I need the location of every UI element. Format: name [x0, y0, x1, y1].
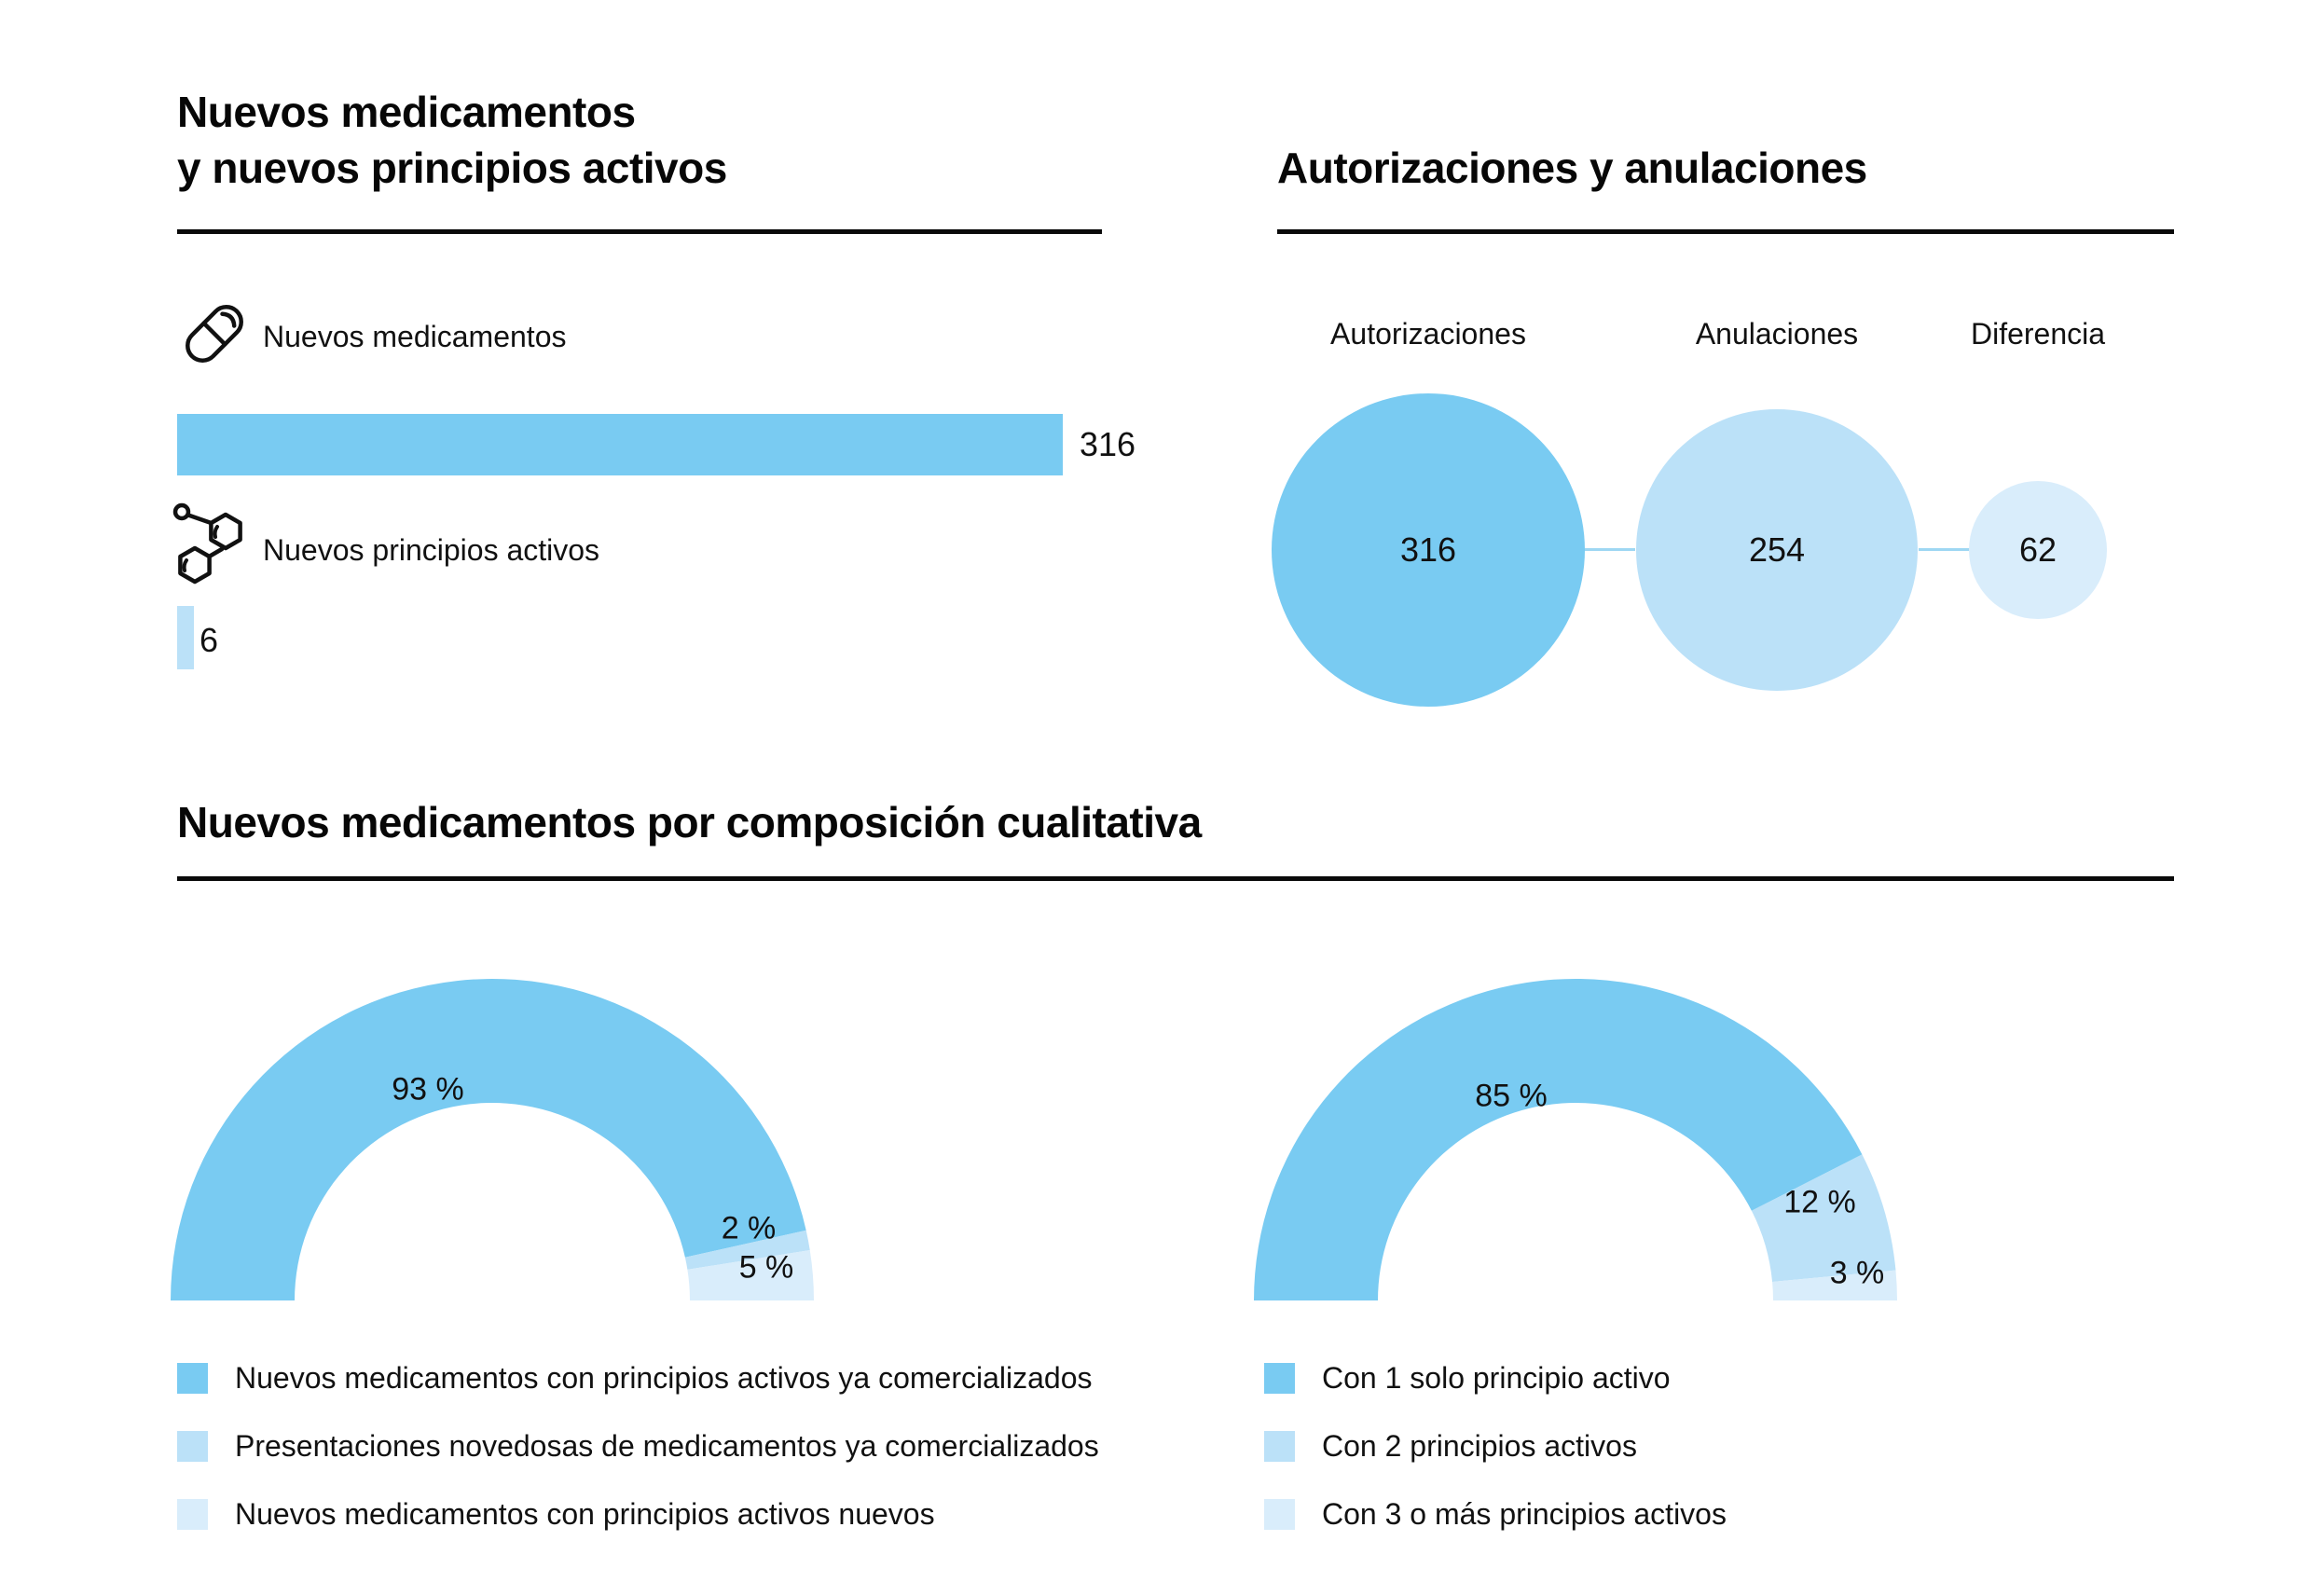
- bubble-anulaciones: 254: [1636, 409, 1918, 691]
- bubble-column-label: Diferencia: [1970, 317, 2106, 351]
- bubble-value: 316: [1399, 530, 1457, 569]
- bar-value: 6: [200, 621, 219, 659]
- bar-row-label: Nuevos medicamentos: [263, 320, 567, 353]
- section-bubbles-title-rule: [1277, 229, 2174, 234]
- legend-item: Con 3 o más principios activos: [1264, 1497, 1727, 1532]
- section-bars-title: Nuevos medicamentos y nuevos principios …: [177, 84, 727, 196]
- legend-swatch: [1264, 1499, 1295, 1530]
- bubble-diferencia: 62: [1968, 480, 2108, 620]
- bubble-column-label: Autorizaciones: [1330, 317, 1526, 351]
- legend-label: Nuevos medicamentos con principios activ…: [235, 1361, 1093, 1395]
- bubble-value: 254: [1748, 530, 1806, 569]
- legend-item: Nuevos medicamentos con principios activ…: [177, 1497, 935, 1532]
- legend-swatch: [177, 1363, 208, 1394]
- legend-label: Con 1 solo principio activo: [1322, 1361, 1671, 1395]
- legend-label: Presentaciones novedosas de medicamentos…: [235, 1429, 1099, 1463]
- bubble-autorizaciones: 316: [1272, 393, 1585, 707]
- section-bubbles-title: Autorizaciones y anulaciones: [1277, 144, 1867, 192]
- legend-item: Con 2 principios activos: [1264, 1429, 1637, 1464]
- legend-item: Presentaciones novedosas de medicamentos…: [177, 1429, 1099, 1464]
- legend-swatch: [177, 1431, 208, 1462]
- section-bars-title-rule: [177, 229, 1102, 234]
- legend-item: Nuevos medicamentos con principios activ…: [177, 1361, 1093, 1396]
- section-bars-title-line2: y nuevos principios activos: [177, 144, 727, 192]
- donut-slice-label: 3 %: [1829, 1255, 1885, 1291]
- bar-nuevos-medicamentos: [177, 414, 1063, 475]
- legend-swatch: [177, 1499, 208, 1530]
- bubble-value: 62: [2018, 530, 2057, 569]
- donut-slice-label: 2 %: [721, 1210, 777, 1246]
- donut-composicion-right: [1254, 978, 1897, 1300]
- bar-nuevos-principios: [177, 606, 194, 669]
- connector-line: [1585, 548, 1635, 551]
- donut-composicion-left: [171, 979, 814, 1300]
- legend-item: Con 1 solo principio activo: [1264, 1361, 1671, 1396]
- legend-label: Con 2 principios activos: [1322, 1429, 1637, 1463]
- molecule-icon: [170, 502, 255, 593]
- legend-swatch: [1264, 1431, 1295, 1462]
- legend-swatch: [1264, 1363, 1295, 1394]
- donut-slice-label: 5 %: [738, 1249, 794, 1286]
- section-bars-title-line1: Nuevos medicamentos: [177, 88, 636, 136]
- legend-label: Nuevos medicamentos con principios activ…: [235, 1497, 935, 1531]
- donut-slice-label: 12 %: [1783, 1184, 1856, 1220]
- connector-line: [1919, 548, 1973, 551]
- section-donuts-title-rule: [177, 876, 2174, 881]
- bar-row-label: Nuevos principios activos: [263, 533, 600, 567]
- donut-slice-label: 93 %: [392, 1071, 464, 1108]
- bar-value: 316: [1080, 425, 1136, 463]
- donut-slice-label: 85 %: [1475, 1078, 1548, 1114]
- bubble-column-label: Anulaciones: [1695, 317, 1859, 351]
- section-donuts-title: Nuevos medicamentos por composición cual…: [177, 798, 1202, 846]
- legend-label: Con 3 o más principios activos: [1322, 1497, 1727, 1531]
- pill-icon: [177, 296, 252, 371]
